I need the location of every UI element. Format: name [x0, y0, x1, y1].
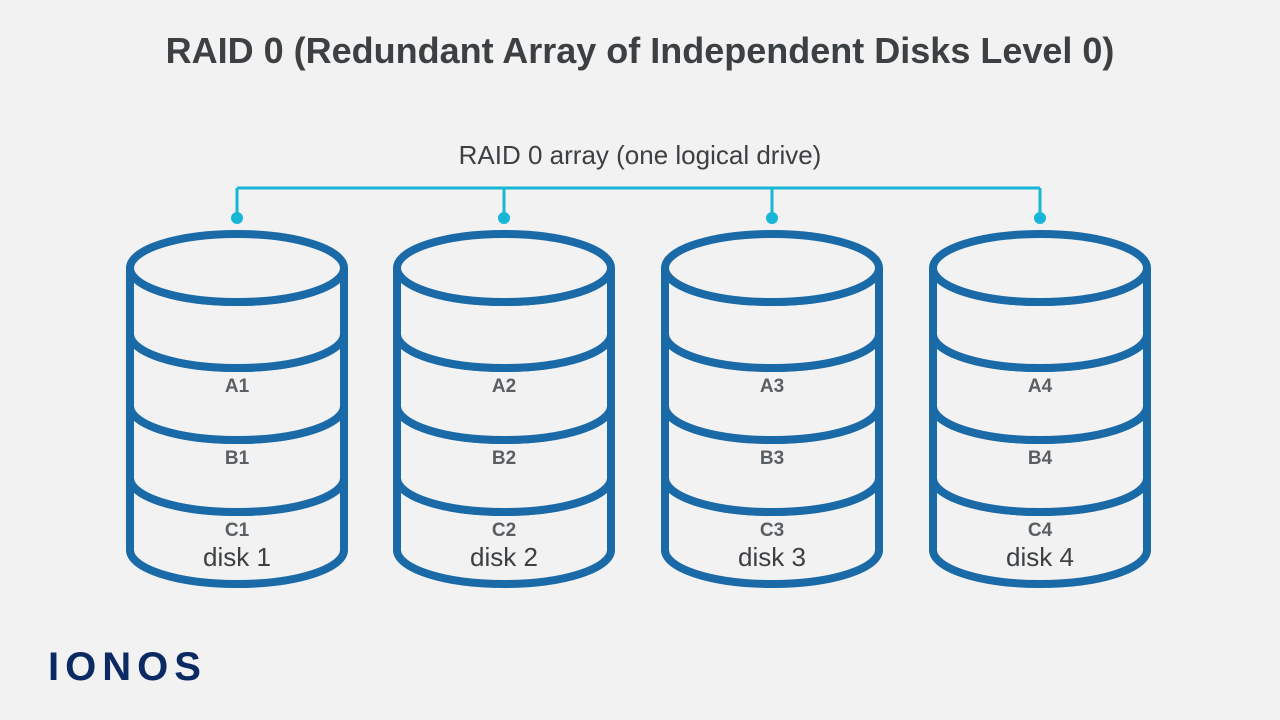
disk-label-2: disk 3: [665, 542, 879, 573]
brand-logo: IONOS: [48, 645, 207, 690]
disk-3-block-2: C4: [1028, 520, 1053, 541]
diagram-svg: C1 B1 A1 C2 B2 A2 C3 B3 A3 C4 B4 A4: [0, 180, 1280, 590]
disk-3-lid: [933, 234, 1147, 302]
disk-1-block-2: C2: [492, 520, 516, 541]
disk-0-block-2: C1: [225, 520, 250, 541]
page-title: RAID 0 (Redundant Array of Independent D…: [0, 30, 1280, 72]
disk-label-3: disk 4: [933, 542, 1147, 573]
disk-2-lid: [665, 234, 879, 302]
disk-2: C3 B3 A3: [665, 234, 879, 584]
disk-1-block-0: A2: [492, 376, 516, 397]
raid-diagram: C1 B1 A1 C2 B2 A2 C3 B3 A3 C4 B4 A4: [0, 180, 1280, 590]
disk-2-block-1: B3: [760, 448, 784, 469]
disk-2-block-2: C3: [760, 520, 784, 541]
disk-1-lid: [397, 234, 611, 302]
disk-0-block-1: B1: [225, 448, 250, 469]
disk-0-block-0: A1: [225, 376, 250, 397]
disk-0-lid: [130, 234, 344, 302]
disk-3-block-0: A4: [1028, 376, 1053, 397]
disk-label-0: disk 1: [130, 542, 344, 573]
disk-1-block-1: B2: [492, 448, 516, 469]
disk-0: C1 B1 A1: [130, 234, 344, 584]
disk-2-block-0: A3: [760, 376, 784, 397]
array-label: RAID 0 array (one logical drive): [0, 140, 1280, 171]
disk-3-block-1: B4: [1028, 448, 1053, 469]
disk-1: C2 B2 A2: [397, 234, 611, 584]
disk-label-1: disk 2: [397, 542, 611, 573]
disk-3: C4 B4 A4: [933, 234, 1147, 584]
